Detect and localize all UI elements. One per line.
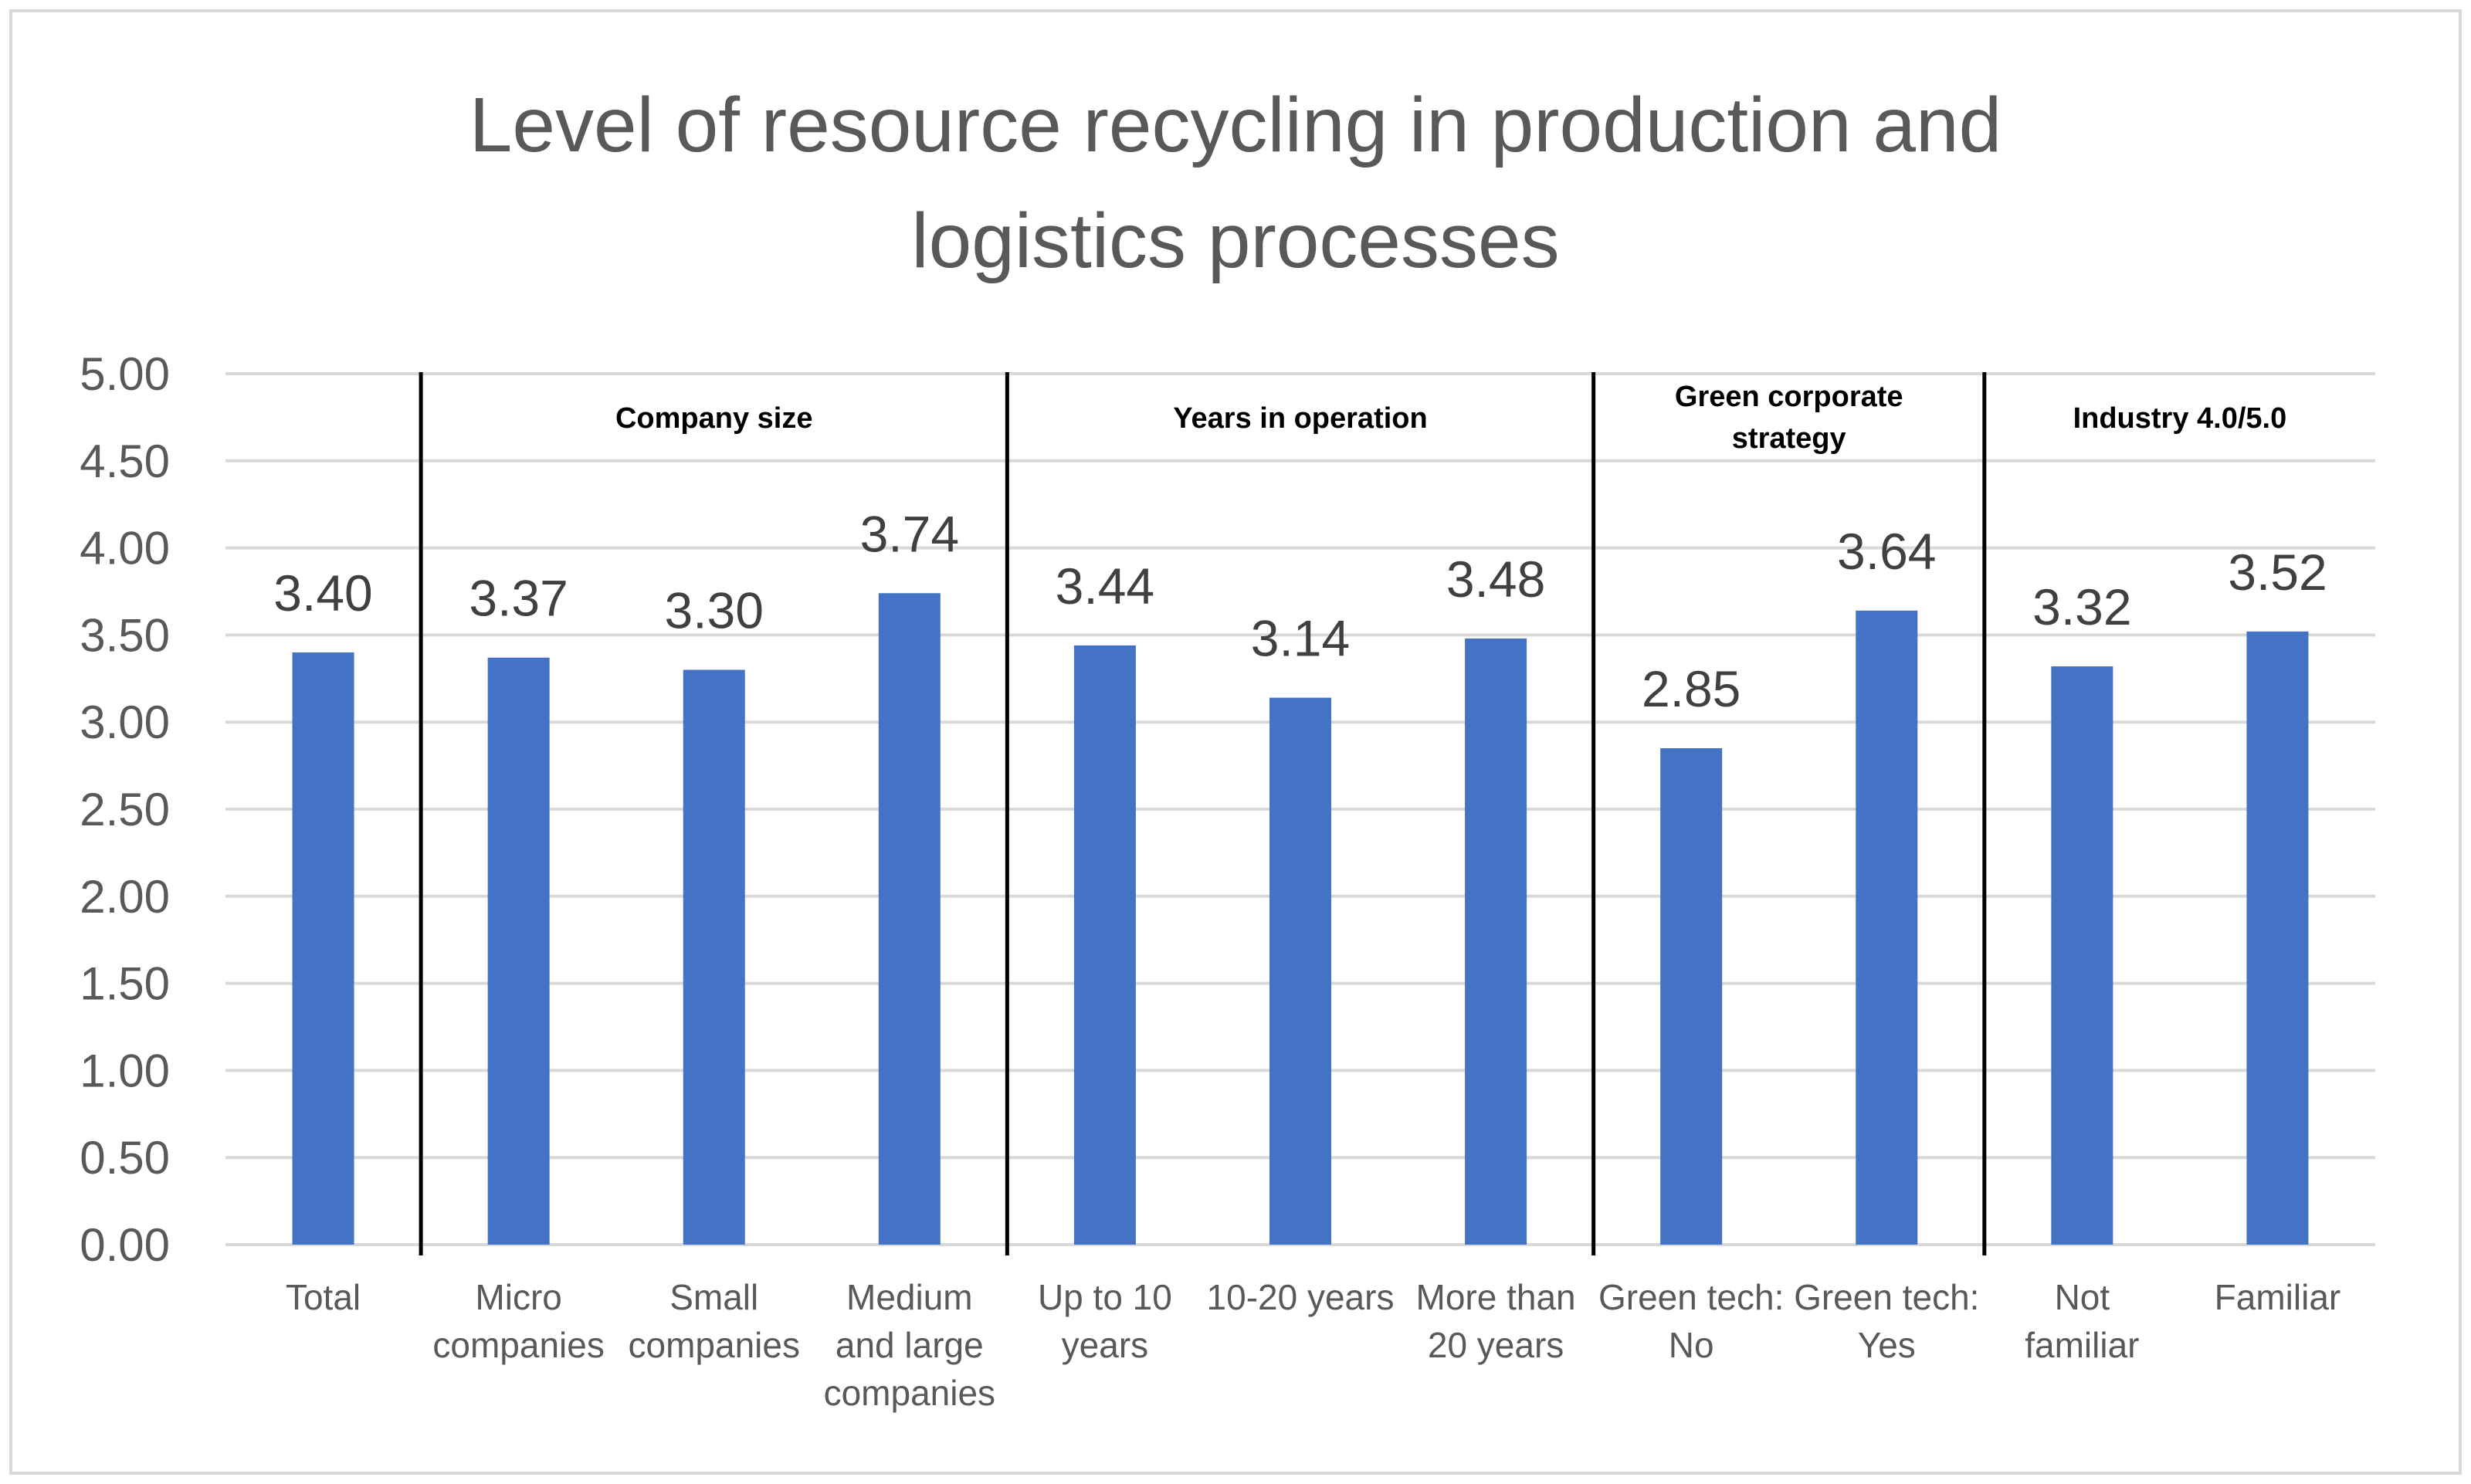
group-label-line: Years in operation <box>1173 402 1427 435</box>
category-label-line: No <box>1669 1325 1714 1365</box>
bars <box>292 593 2309 1245</box>
data-labels: 3.40 3.37 3.30 3.74 3.44 3.14 3.48 2.85 3.64 3.32… <box>273 505 2327 717</box>
y-tick-label: 3.00 <box>80 696 170 748</box>
y-axis-ticks: 0.00 0.50 1.00 1.50 2.00 2.50 3.00 3.50 4.00 4.50… <box>80 348 170 1271</box>
y-tick-label: 0.50 <box>80 1132 170 1184</box>
category-label-line: Yes <box>1858 1325 1916 1365</box>
chart-title-line: Level of resource recycling in productio… <box>469 82 2002 168</box>
category-label-line: companies <box>432 1325 604 1365</box>
y-tick-label: 3.50 <box>80 609 170 661</box>
category-label-line: years <box>1062 1325 1148 1365</box>
data-label: 2.85 <box>1642 660 1741 717</box>
bar <box>487 657 550 1245</box>
category-label-line: More than <box>1416 1277 1576 1317</box>
chart-title-line: logistics processes <box>911 198 1559 284</box>
group-labels: Company size Years in operation Green corp… <box>615 381 2286 455</box>
data-label: 3.37 <box>469 570 568 627</box>
group-label: Years in operation <box>1173 402 1427 435</box>
category-label-line: 20 years <box>1428 1325 1564 1365</box>
category-label: Up to 10 years <box>1038 1277 1172 1365</box>
y-tick-label: 2.50 <box>80 784 170 835</box>
group-separators <box>419 372 1987 1255</box>
category-label: More than 20 years <box>1416 1277 1576 1365</box>
y-tick-label: 4.50 <box>80 435 170 487</box>
y-tick-label: 4.00 <box>80 523 170 574</box>
category-label-line: Green tech: <box>1794 1277 1979 1317</box>
group-label-line: strategy <box>1732 422 1846 455</box>
category-label-line: Micro <box>475 1277 561 1317</box>
bar <box>1465 638 1527 1245</box>
bar <box>683 669 745 1245</box>
category-label-line: familiar <box>2025 1325 2139 1365</box>
group-label-line: Industry 4.0/5.0 <box>2073 402 2287 435</box>
data-label: 3.52 <box>2228 544 2327 601</box>
category-label: Small companies <box>629 1277 800 1365</box>
category-label: Medium and large companies <box>824 1277 995 1413</box>
category-label: 10-20 years <box>1207 1277 1395 1317</box>
category-label-line: Familiar <box>2215 1277 2341 1317</box>
category-label-line: Medium <box>846 1277 973 1317</box>
category-label-line: Not <box>2055 1277 2110 1317</box>
category-label: Green tech: No <box>1598 1277 1784 1365</box>
bar <box>1269 697 1331 1245</box>
category-label-line: companies <box>629 1325 800 1365</box>
data-label: 3.48 <box>1446 551 1545 608</box>
bar <box>1660 748 1723 1245</box>
bar <box>292 652 354 1245</box>
category-label: Green tech: Yes <box>1794 1277 1979 1365</box>
bar <box>878 593 941 1245</box>
data-label: 3.40 <box>273 564 372 622</box>
bar <box>2051 666 2113 1245</box>
bar <box>1073 645 1136 1245</box>
group-label: Industry 4.0/5.0 <box>2073 402 2287 435</box>
bar <box>2246 631 2309 1245</box>
category-label-line: companies <box>824 1373 995 1413</box>
data-label: 3.32 <box>2032 578 2131 635</box>
category-label-line: 10-20 years <box>1207 1277 1395 1317</box>
category-label: Total <box>286 1277 361 1317</box>
data-label: 3.64 <box>1837 523 1936 580</box>
data-label: 3.30 <box>664 582 763 639</box>
category-label-line: Small <box>669 1277 758 1317</box>
y-tick-label: 0.00 <box>80 1219 170 1271</box>
group-label-line: Green corporate <box>1675 381 1903 413</box>
chart-title: Level of resource recycling in productio… <box>469 82 2002 284</box>
y-tick-label: 1.50 <box>80 958 170 1010</box>
bar <box>1856 610 1918 1245</box>
category-labels: Total Micro companies Small companies Medium a… <box>286 1277 2341 1413</box>
data-label: 3.44 <box>1056 557 1154 615</box>
category-label-line: and large <box>836 1325 984 1365</box>
category-label: Not familiar <box>2025 1277 2139 1365</box>
data-label: 3.14 <box>1251 610 1350 667</box>
category-label-line: Up to 10 <box>1038 1277 1172 1317</box>
y-tick-label: 1.00 <box>80 1045 170 1096</box>
group-label: Green corporate strategy <box>1675 381 1903 455</box>
data-label: 3.74 <box>860 505 959 562</box>
y-tick-label: 5.00 <box>80 348 170 400</box>
category-label: Familiar <box>2215 1277 2341 1317</box>
category-label: Micro companies <box>432 1277 604 1365</box>
y-tick-label: 2.00 <box>80 871 170 923</box>
category-label-line: Green tech: <box>1598 1277 1784 1317</box>
group-label: Company size <box>615 402 813 435</box>
category-label-line: Total <box>286 1277 361 1317</box>
group-label-line: Company size <box>615 402 813 435</box>
